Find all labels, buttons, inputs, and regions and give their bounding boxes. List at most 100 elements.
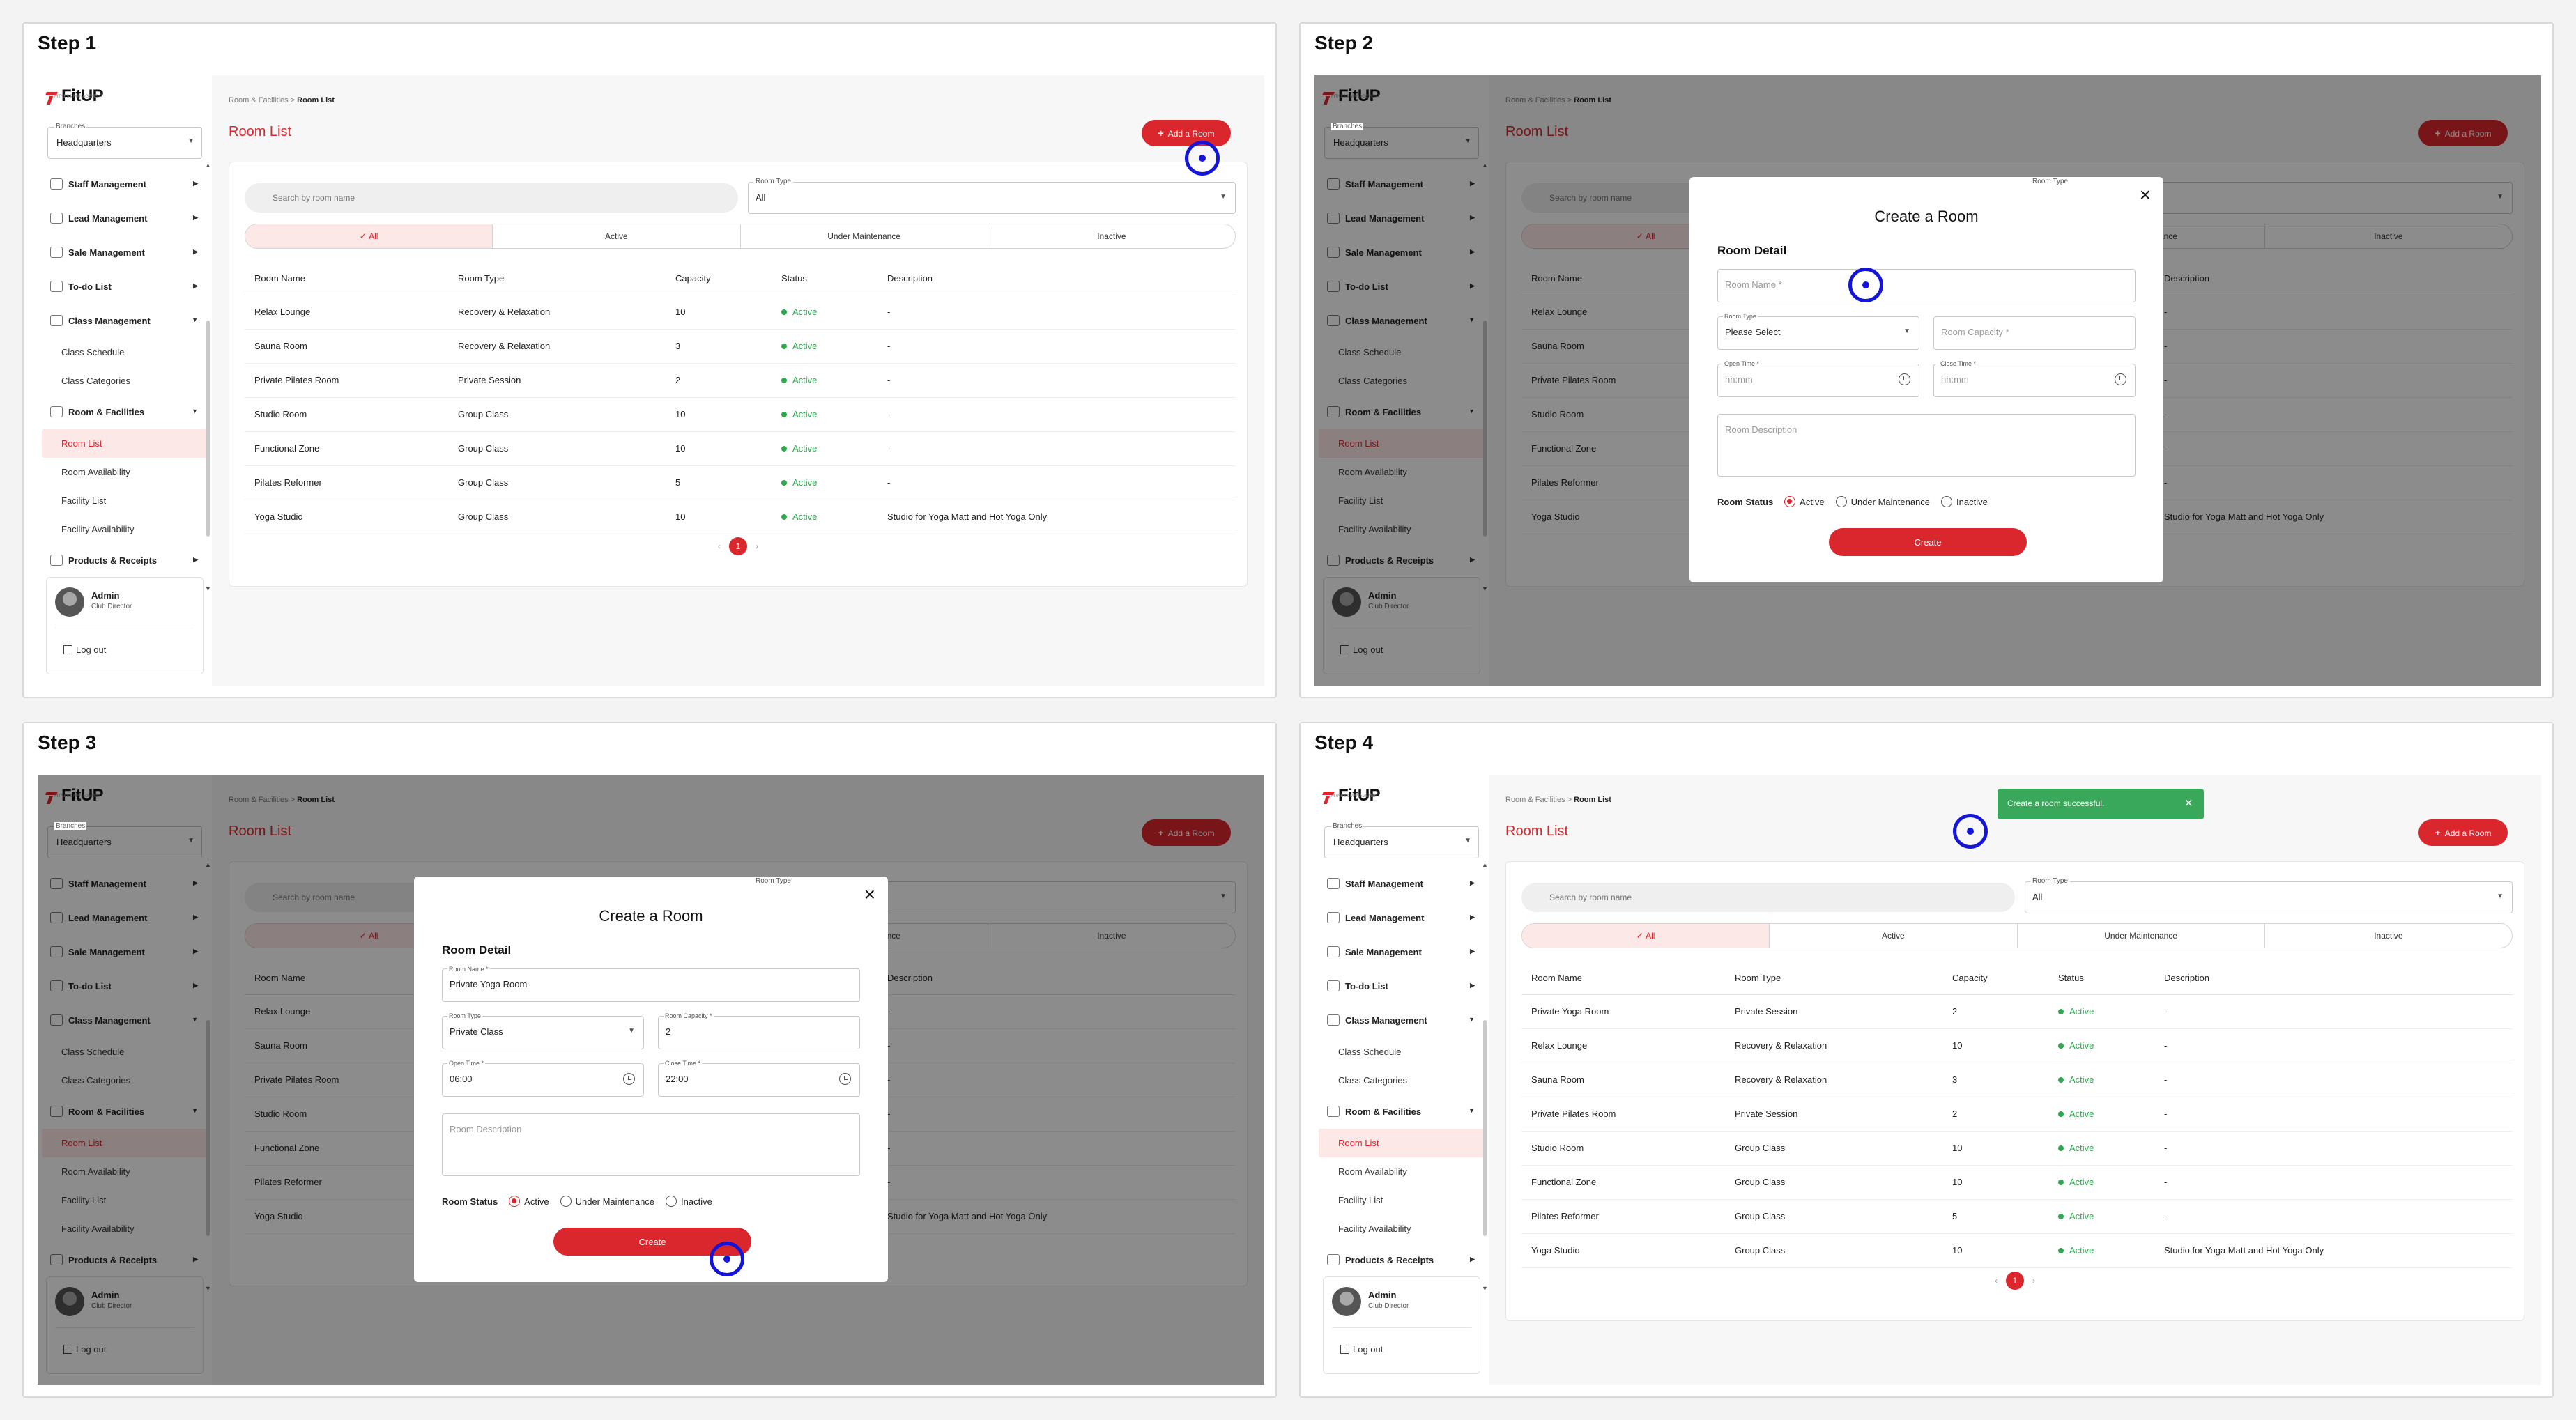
clock-icon[interactable] xyxy=(1899,373,1910,385)
room-description-input[interactable]: Room Description xyxy=(442,1113,860,1176)
sidebar-item-todo[interactable]: To-do List ▶ xyxy=(38,270,212,304)
tab-active[interactable]: Active xyxy=(1770,924,2018,948)
scroll-up-icon[interactable]: ▲ xyxy=(1482,162,1488,169)
add-room-button[interactable]: + Add a Room xyxy=(2418,120,2508,146)
sidebar-item-todo[interactable]: To-do List ▶ xyxy=(1314,969,1489,1003)
close-icon[interactable]: × xyxy=(864,883,875,905)
search-input[interactable] xyxy=(245,183,738,213)
sidebar-item-room-list[interactable]: Room List xyxy=(1319,1129,1485,1157)
sidebar-item-class[interactable]: Class Management ▼ xyxy=(38,1003,212,1037)
tab-inactive[interactable]: Inactive xyxy=(2374,931,2403,941)
sidebar-item-class-categories[interactable]: Class Categories xyxy=(1338,1075,1407,1086)
sidebar-item-class-schedule[interactable]: Class Schedule xyxy=(1338,347,1402,357)
sidebar-item-lead[interactable]: Lead Management ▶ xyxy=(1314,201,1489,236)
radio-inactive[interactable] xyxy=(1941,496,1953,507)
sidebar-item-lead[interactable]: Lead Management ▶ xyxy=(38,901,212,935)
sidebar-item-lead[interactable]: Lead Management ▶ xyxy=(38,201,212,236)
logout-button[interactable]: Log out xyxy=(1340,645,1383,655)
sidebar-scrollbar[interactable]: ▲ ▼ xyxy=(205,861,211,1292)
sidebar-scrollbar[interactable]: ▲ ▼ xyxy=(1482,162,1488,592)
sidebar-item-facility-availability[interactable]: Facility Availability xyxy=(1338,524,1411,534)
radio-under-maintenance[interactable] xyxy=(560,1196,572,1207)
add-room-button[interactable]: + Add a Room xyxy=(2418,819,2508,846)
branch-select[interactable]: Headquarters ▼ xyxy=(1324,826,1479,858)
page-current[interactable]: 1 xyxy=(729,537,747,555)
sidebar-item-class-categories[interactable]: Class Categories xyxy=(1338,376,1407,386)
sidebar-item-class-schedule[interactable]: Class Schedule xyxy=(1338,1047,1402,1057)
sidebar-item-room-availability[interactable]: Room Availability xyxy=(61,467,130,477)
sidebar-item-sale[interactable]: Sale Management ▶ xyxy=(38,236,212,270)
sidebar-item-room-availability[interactable]: Room Availability xyxy=(1338,467,1407,477)
tab-under-maintenance[interactable]: Under Maintenance xyxy=(741,224,988,248)
scroll-down-icon[interactable]: ▼ xyxy=(205,1285,211,1292)
tab-inactive[interactable]: Inactive xyxy=(1097,231,1126,241)
sidebar-item-class[interactable]: Class Management ▼ xyxy=(38,304,212,338)
radio-inactive[interactable] xyxy=(666,1196,677,1207)
close-icon[interactable]: × xyxy=(2184,796,2193,811)
logout-button[interactable]: Log out xyxy=(63,645,106,655)
scroll-up-icon[interactable]: ▲ xyxy=(205,162,211,169)
page-current[interactable]: 1 xyxy=(2006,1272,2024,1290)
branch-select[interactable]: Headquarters ▼ xyxy=(1324,127,1479,159)
scroll-down-icon[interactable]: ▼ xyxy=(1482,585,1488,592)
scroll-up-icon[interactable]: ▲ xyxy=(1482,861,1488,868)
sidebar-item-sale[interactable]: Sale Management ▶ xyxy=(38,935,212,969)
scroll-thumb[interactable] xyxy=(1483,321,1487,537)
create-button[interactable]: Create xyxy=(1829,528,2027,556)
scroll-down-icon[interactable]: ▼ xyxy=(205,585,211,592)
tab-inactive[interactable]: Inactive xyxy=(1097,931,1126,941)
sidebar-item-room[interactable]: Room & Facilities ▼ xyxy=(38,395,212,429)
scroll-up-icon[interactable]: ▲ xyxy=(205,861,211,868)
logout-button[interactable]: Log out xyxy=(1340,1344,1383,1355)
clock-icon[interactable] xyxy=(2115,373,2126,385)
sidebar-item-products[interactable]: Products & Receipts ▶ xyxy=(38,1243,212,1277)
radio-active[interactable] xyxy=(1784,496,1796,507)
sidebar-item-facility-list[interactable]: Facility List xyxy=(1338,495,1383,506)
sidebar-item-facility-list[interactable]: Facility List xyxy=(61,495,107,506)
sidebar-item-class[interactable]: Class Management ▼ xyxy=(1314,1003,1489,1037)
sidebar-scrollbar[interactable]: ▲ ▼ xyxy=(205,162,211,592)
sidebar-item-room-list[interactable]: Room List xyxy=(42,1129,208,1157)
scroll-thumb[interactable] xyxy=(206,1020,210,1236)
sidebar-scrollbar[interactable]: ▲ ▼ xyxy=(1482,861,1488,1292)
tab-active[interactable]: Active xyxy=(493,224,741,248)
open-time-input[interactable]: 06:00 xyxy=(442,1063,644,1097)
sidebar-item-room-list[interactable]: Room List xyxy=(42,429,208,458)
sidebar-item-facility-availability[interactable]: Facility Availability xyxy=(1338,1224,1411,1234)
room-type-select[interactable]: All▼ xyxy=(748,182,1236,214)
sidebar-item-sale[interactable]: Sale Management ▶ xyxy=(1314,935,1489,969)
sidebar-item-facility-availability[interactable]: Facility Availability xyxy=(61,524,135,534)
sidebar-item-products[interactable]: Products & Receipts ▶ xyxy=(38,543,212,578)
sidebar-item-products[interactable]: Products & Receipts ▶ xyxy=(1314,543,1489,578)
sidebar-item-todo[interactable]: To-do List ▶ xyxy=(1314,270,1489,304)
sidebar-item-staff[interactable]: Staff Management ▶ xyxy=(1314,867,1489,901)
page-next[interactable]: › xyxy=(756,541,758,551)
sidebar-item-staff[interactable]: Staff Management ▶ xyxy=(38,167,212,201)
sidebar-item-class-categories[interactable]: Class Categories xyxy=(61,1075,130,1086)
radio-under-maintenance[interactable] xyxy=(1835,496,1847,507)
tab-all[interactable]: ✓ All xyxy=(1522,924,1770,948)
clock-icon[interactable] xyxy=(623,1073,635,1085)
search-input[interactable] xyxy=(1521,883,2015,912)
sidebar-item-room-availability[interactable]: Room Availability xyxy=(61,1166,130,1177)
radio-active[interactable] xyxy=(509,1196,521,1207)
close-time-input[interactable]: 22:00 xyxy=(658,1063,860,1097)
room-name-input[interactable]: Private Yoga Room xyxy=(442,968,860,1002)
sidebar-item-class[interactable]: Class Management ▼ xyxy=(1314,304,1489,338)
room-capacity-input[interactable]: Room Capacity * xyxy=(1933,316,2136,350)
branch-select[interactable]: Headquarters ▼ xyxy=(47,127,202,159)
sidebar-item-staff[interactable]: Staff Management ▶ xyxy=(38,867,212,901)
room-capacity-input[interactable]: 2 xyxy=(658,1016,860,1049)
sidebar-item-facility-list[interactable]: Facility List xyxy=(61,1195,107,1205)
